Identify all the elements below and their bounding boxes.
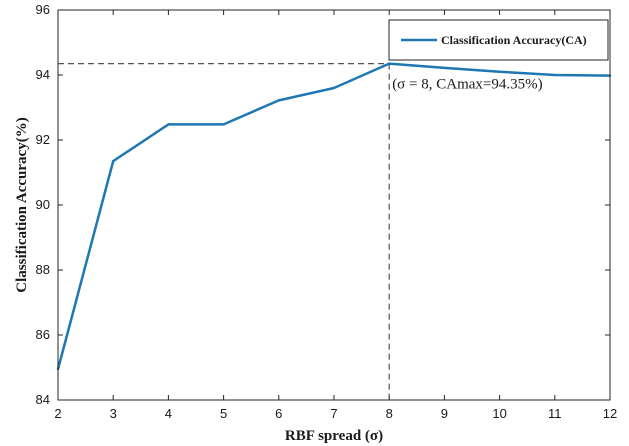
max-annotation: (σ = 8, CAmax=94.35%) bbox=[392, 77, 542, 93]
y-axis-ticks: 84 86 88 90 92 94 96 bbox=[36, 2, 610, 407]
data-point bbox=[443, 66, 446, 70]
y-tick-label: 84 bbox=[36, 392, 50, 407]
y-tick-label: 86 bbox=[36, 327, 50, 342]
reference-lines bbox=[58, 63, 390, 400]
data-point bbox=[112, 159, 115, 163]
data-point bbox=[553, 73, 556, 77]
x-tick-label: 6 bbox=[275, 406, 282, 421]
x-tick-label: 9 bbox=[441, 406, 448, 421]
legend-label: Classification Accuracy(CA) bbox=[441, 33, 587, 47]
y-tick-label: 94 bbox=[36, 67, 50, 82]
data-point bbox=[498, 70, 501, 73]
x-axis-ticks: 2 3 4 5 6 7 8 9 10 11 12 bbox=[54, 10, 617, 421]
x-tick-label: 8 bbox=[386, 406, 393, 421]
data-point bbox=[388, 62, 391, 65]
x-tick-label: 3 bbox=[110, 406, 117, 421]
x-tick-label: 7 bbox=[330, 406, 337, 421]
x-tick-label: 2 bbox=[54, 406, 61, 421]
x-tick-label: 4 bbox=[165, 406, 172, 421]
y-tick-label: 90 bbox=[36, 197, 50, 212]
y-axis-label: Classification Accuracy(%) bbox=[14, 117, 30, 292]
x-tick-label: 10 bbox=[492, 406, 506, 421]
y-tick-label: 96 bbox=[36, 2, 50, 17]
legend: Classification Accuracy(CA) bbox=[388, 19, 609, 61]
x-tick-label: 12 bbox=[603, 406, 617, 421]
series-layer bbox=[56, 62, 612, 371]
x-axis-label: RBF spread (σ) bbox=[285, 428, 383, 444]
plot-frame bbox=[57, 9, 611, 401]
data-point bbox=[332, 86, 336, 90]
x-tick-label: 5 bbox=[220, 406, 227, 421]
series-line bbox=[56, 62, 611, 370]
data-point bbox=[277, 99, 280, 102]
data-point bbox=[167, 123, 170, 126]
y-tick-label: 92 bbox=[36, 132, 50, 147]
data-point bbox=[222, 123, 225, 126]
x-tick-label: 11 bbox=[548, 406, 562, 421]
y-tick-label: 88 bbox=[36, 262, 50, 277]
